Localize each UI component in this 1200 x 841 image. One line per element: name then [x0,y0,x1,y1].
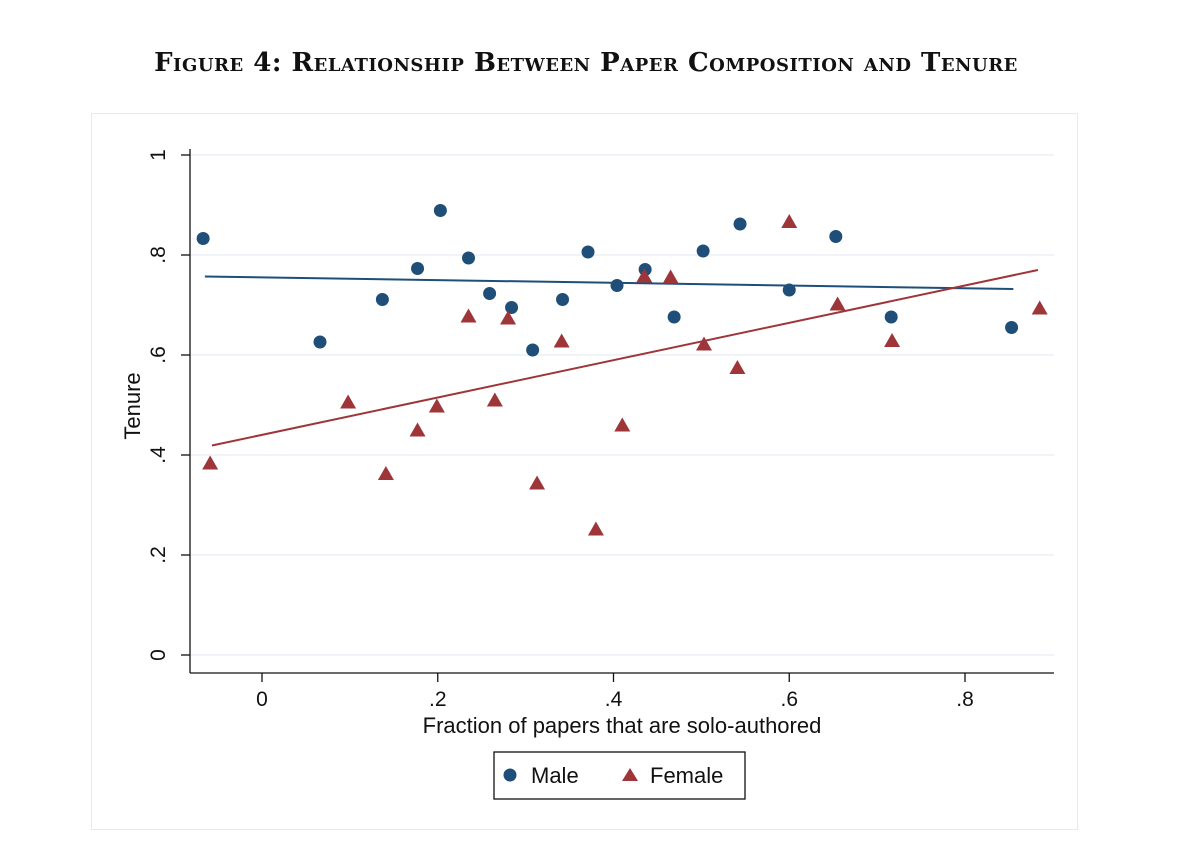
female-point [829,296,846,311]
male-point [462,251,476,265]
female-point [340,394,357,409]
female-point [662,269,679,284]
male-point [733,217,747,231]
y-tick-label: 1 [147,149,170,161]
legend: Male Female [493,751,746,800]
male-point [556,293,570,306]
male-point [782,283,796,297]
female-point [553,333,570,348]
x-tick-label: .4 [605,688,623,711]
female-point [377,466,394,480]
y-tick-label: 0 [147,649,170,661]
male-point [581,245,595,259]
female-point [460,308,477,323]
x-tick-label: .2 [429,688,447,711]
female-point [884,333,901,347]
female-point [529,475,546,490]
data-points [196,204,1048,536]
figure-title: Figure 4: Relationship Between Paper Com… [154,48,1018,78]
male-point [433,204,447,217]
female-point [202,455,219,470]
fit-lines [204,269,1039,447]
male-point [696,244,710,258]
male-point [196,232,210,245]
axes: 0 .2 .4 .6 .8 1 0 .2 .4 .6 .8 [147,149,1054,711]
chart-panel: 0 .2 .4 .6 .8 1 0 .2 .4 .6 .8 Fraction of papers t… [91,113,1078,830]
female-point [428,398,445,413]
female-point [614,417,631,432]
x-tick-label: 0 [256,688,268,711]
male-fit-line [204,275,1014,290]
female-point [587,521,604,536]
female-point [500,310,517,325]
legend-male-marker [503,768,517,782]
male-point [829,230,843,243]
y-tick-label: .6 [147,346,170,364]
female-point [1031,300,1048,315]
female-point [636,268,653,283]
female-point [696,336,713,351]
male-point [610,279,624,292]
male-point [884,310,898,324]
x-tick-label: .6 [780,688,798,711]
male-point [526,343,540,357]
y-tick-label: .2 [147,546,170,564]
legend-male-label: Male [531,763,579,788]
legend-female-marker [622,768,638,781]
y-tick-label: .8 [147,246,170,264]
y-axis-title: Tenure [120,372,145,439]
y-tick-label: .4 [147,446,170,464]
legend-female-label: Female [650,763,723,788]
x-tick-label: .8 [956,688,974,711]
male-point [505,301,519,314]
male-point [313,335,327,349]
gridlines [190,154,1054,656]
x-axis-title: Fraction of papers that are solo-authore… [423,713,822,738]
male-point [667,310,681,324]
male-point [411,262,425,275]
legend-box [493,751,746,800]
female-point [729,360,746,374]
female-point [781,214,798,228]
female-fit-line [211,269,1039,447]
male-point [1005,321,1019,334]
male-point [483,287,497,300]
scatter-chart: 0 .2 .4 .6 .8 1 0 .2 .4 .6 .8 Fraction of papers t… [120,149,1054,800]
female-point [486,392,503,407]
male-point [375,293,389,306]
female-point [409,422,426,437]
